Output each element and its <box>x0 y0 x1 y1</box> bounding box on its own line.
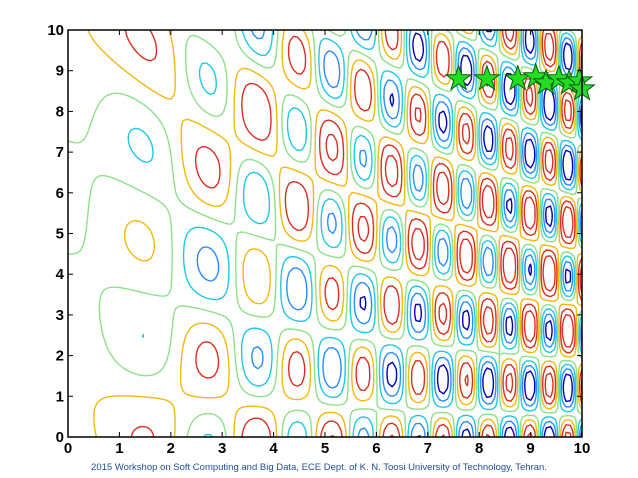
x-tick-label: 4 <box>269 440 278 457</box>
x-tick-label: 8 <box>475 440 483 457</box>
x-tick-label: 3 <box>218 440 226 457</box>
contour-level-line <box>124 30 582 437</box>
y-tick-label: 0 <box>56 429 64 446</box>
y-tick-label: 1 <box>56 388 64 405</box>
y-tick-label: 3 <box>56 307 64 324</box>
contour-level-line <box>196 30 582 437</box>
contour-level-line <box>68 30 582 437</box>
y-tick-label: 8 <box>56 103 64 120</box>
x-tick-label: 5 <box>321 440 329 457</box>
x-tick-label: 0 <box>64 440 72 457</box>
x-tick-label: 2 <box>167 440 175 457</box>
y-tick-label: 2 <box>56 348 64 365</box>
contour-lines <box>68 30 582 437</box>
x-axis-ticks: 0 1 2 3 4 5 6 7 8 9 10 <box>64 30 591 457</box>
y-tick-label: 5 <box>56 226 64 243</box>
x-tick-label: 7 <box>424 440 432 457</box>
star-marker <box>473 64 501 91</box>
contour-plot: 0 1 2 3 4 5 6 7 8 9 10 0 1 2 3 4 5 6 7 8 9 10 <box>47 22 596 457</box>
footer-caption: 2015 Workshop on Soft Computing and Big … <box>91 462 547 473</box>
y-axis-ticks: 0 1 2 3 4 5 6 7 8 9 10 <box>47 22 582 446</box>
y-tick-label: 7 <box>56 144 64 161</box>
x-tick-label: 6 <box>372 440 380 457</box>
star-marker <box>503 64 532 91</box>
x-tick-label: 1 <box>115 440 123 457</box>
y-tick-label: 10 <box>47 22 64 39</box>
x-tick-label: 10 <box>574 440 591 457</box>
x-tick-label: 9 <box>526 440 534 457</box>
y-tick-label: 4 <box>56 266 65 283</box>
y-tick-label: 6 <box>56 185 64 202</box>
star-marker <box>444 64 473 91</box>
y-tick-label: 9 <box>56 63 64 80</box>
contour-level-line <box>87 30 582 437</box>
